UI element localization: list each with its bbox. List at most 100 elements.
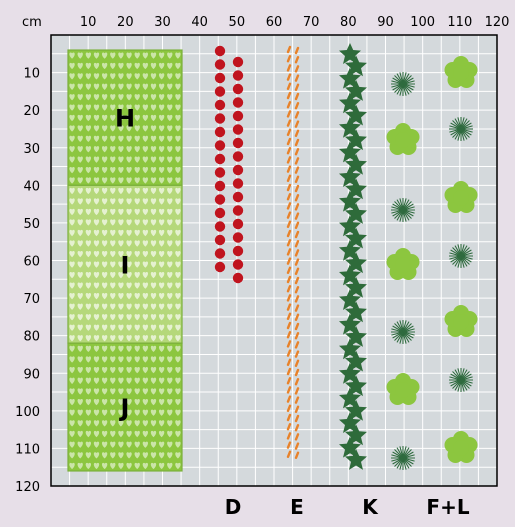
unit-label: cm bbox=[22, 15, 42, 30]
orange-stripe bbox=[294, 286, 300, 294]
red-dot bbox=[214, 234, 226, 246]
orange-stripe bbox=[294, 212, 300, 220]
orange-stripe bbox=[294, 359, 300, 367]
orange-stripe bbox=[286, 238, 292, 247]
orange-stripe bbox=[286, 91, 292, 100]
orange-stripe bbox=[286, 340, 292, 348]
orange-stripe bbox=[294, 203, 300, 211]
bed-blocks: H I J bbox=[67, 49, 183, 472]
orange-stripe bbox=[294, 120, 300, 128]
orange-stripe bbox=[294, 433, 300, 441]
orange-stripe bbox=[286, 192, 292, 201]
orange-stripe bbox=[294, 101, 300, 110]
red-dot bbox=[232, 56, 244, 68]
orange-stripe bbox=[286, 137, 292, 146]
red-dot bbox=[214, 167, 226, 178]
red-dot bbox=[232, 272, 244, 284]
green-burst bbox=[449, 117, 473, 141]
row-fl-plants bbox=[386, 56, 478, 470]
orange-stripe bbox=[286, 367, 292, 376]
x-axis-ticks: 10 20 30 40 50 60 70 80 90 100 110 120 bbox=[80, 15, 510, 30]
red-dot bbox=[214, 248, 226, 259]
y-tick-label: 50 bbox=[23, 217, 40, 232]
x-tick-label: 60 bbox=[266, 15, 283, 30]
x-tick-label: 90 bbox=[377, 15, 394, 30]
orange-stripe bbox=[294, 157, 300, 165]
orange-stripe bbox=[294, 193, 300, 202]
orange-stripe bbox=[294, 249, 300, 257]
row-label-e: E bbox=[290, 495, 304, 519]
orange-stripe bbox=[286, 100, 292, 109]
orange-stripe bbox=[286, 55, 292, 63]
orange-stripe bbox=[294, 304, 300, 312]
orange-stripe bbox=[294, 295, 300, 303]
orange-stripe bbox=[286, 358, 292, 366]
red-dot bbox=[214, 207, 226, 219]
y-tick-label: 110 bbox=[15, 442, 40, 457]
orange-stripe bbox=[294, 111, 300, 119]
orange-stripe bbox=[294, 147, 300, 156]
orange-stripe bbox=[286, 110, 292, 118]
red-dot bbox=[214, 221, 226, 232]
orange-stripe bbox=[294, 341, 300, 349]
orange-stripe bbox=[294, 129, 300, 138]
green-burst bbox=[391, 320, 415, 344]
red-dot bbox=[232, 83, 244, 95]
orange-stripe bbox=[286, 423, 292, 431]
y-tick-label: 60 bbox=[23, 255, 40, 270]
orange-stripe bbox=[294, 451, 300, 459]
orange-stripe bbox=[294, 230, 300, 239]
orange-stripe bbox=[294, 267, 300, 275]
red-dot bbox=[232, 191, 244, 203]
y-tick-label: 90 bbox=[23, 367, 40, 382]
row-label-f-l: F+L bbox=[426, 495, 469, 519]
red-dot bbox=[232, 232, 244, 243]
orange-stripe bbox=[286, 441, 292, 449]
y-tick-label: 10 bbox=[23, 67, 40, 82]
orange-stripe bbox=[294, 166, 300, 174]
red-dot bbox=[214, 153, 226, 165]
red-dot bbox=[214, 99, 226, 111]
red-dot bbox=[214, 59, 226, 70]
orange-stripe bbox=[294, 322, 300, 331]
orange-stripe bbox=[294, 138, 300, 147]
orange-stripe bbox=[294, 332, 300, 340]
orange-stripe bbox=[286, 395, 292, 403]
orange-stripe bbox=[294, 221, 300, 230]
orange-stripe bbox=[286, 275, 292, 284]
x-tick-label: 120 bbox=[485, 15, 510, 30]
row-e-plants bbox=[286, 45, 300, 459]
green-burst bbox=[449, 244, 473, 268]
row-label-d: D bbox=[225, 495, 242, 519]
orange-stripe bbox=[294, 350, 300, 358]
red-dot bbox=[232, 164, 244, 176]
orange-stripe bbox=[286, 377, 292, 385]
red-dot bbox=[232, 70, 244, 81]
orange-stripe bbox=[286, 257, 292, 265]
y-axis-ticks: 10 20 30 40 50 60 70 80 90 100 110 120 bbox=[15, 67, 40, 495]
x-tick-label: 30 bbox=[154, 15, 171, 30]
orange-stripe bbox=[286, 312, 292, 320]
x-tick-label: 40 bbox=[191, 15, 208, 30]
orange-stripe bbox=[286, 73, 292, 81]
orange-stripe bbox=[294, 65, 300, 73]
orange-stripe bbox=[286, 450, 292, 458]
orange-stripe bbox=[286, 146, 292, 155]
red-dot bbox=[214, 180, 226, 192]
x-tick-label: 20 bbox=[117, 15, 134, 30]
y-tick-label: 80 bbox=[23, 330, 40, 345]
red-dot bbox=[232, 205, 244, 216]
y-tick-label: 20 bbox=[23, 104, 40, 119]
red-dot bbox=[232, 218, 244, 230]
orange-stripe bbox=[294, 414, 300, 423]
orange-stripe bbox=[294, 239, 300, 248]
orange-stripe bbox=[286, 229, 292, 238]
red-dot bbox=[214, 140, 226, 151]
orange-stripe bbox=[294, 396, 300, 404]
orange-stripe bbox=[294, 387, 300, 395]
red-dot bbox=[232, 124, 244, 135]
orange-stripe bbox=[286, 248, 292, 256]
orange-stripe bbox=[286, 349, 292, 357]
